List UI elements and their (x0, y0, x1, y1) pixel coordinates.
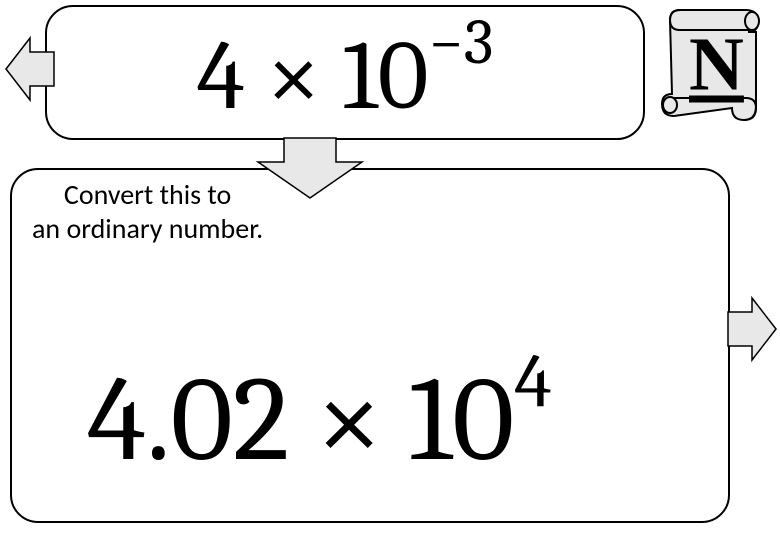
scroll-badge: N (656, 6, 768, 132)
bottom-operator: × (316, 351, 382, 489)
instruction-text: Convert this to an ordinary number. (32, 178, 263, 245)
top-exponent: −3 (428, 5, 493, 79)
top-base: 10 (342, 20, 428, 133)
arrow-right-into-top (4, 30, 56, 108)
arrow-down-icon (250, 136, 370, 200)
instruction-line1: Convert this to (32, 178, 263, 212)
instruction-line2: an ordinary number. (32, 212, 263, 246)
top-expression: 4 × 10−3 (197, 28, 494, 126)
scroll-letter: N (689, 22, 744, 109)
arrow-right-out-icon (726, 290, 778, 368)
top-operator: × (266, 20, 320, 133)
top-expression-box: 4 × 10−3 (45, 5, 645, 140)
bottom-base: 10 (409, 351, 514, 489)
bottom-exponent: 4 (514, 338, 551, 425)
top-mantissa: 4 (197, 20, 245, 133)
bottom-mantissa: 4.02 (87, 351, 289, 489)
bottom-expression: 4.02 × 104 (87, 360, 552, 480)
bottom-box: Convert this to an ordinary number. 4.02… (10, 168, 730, 523)
